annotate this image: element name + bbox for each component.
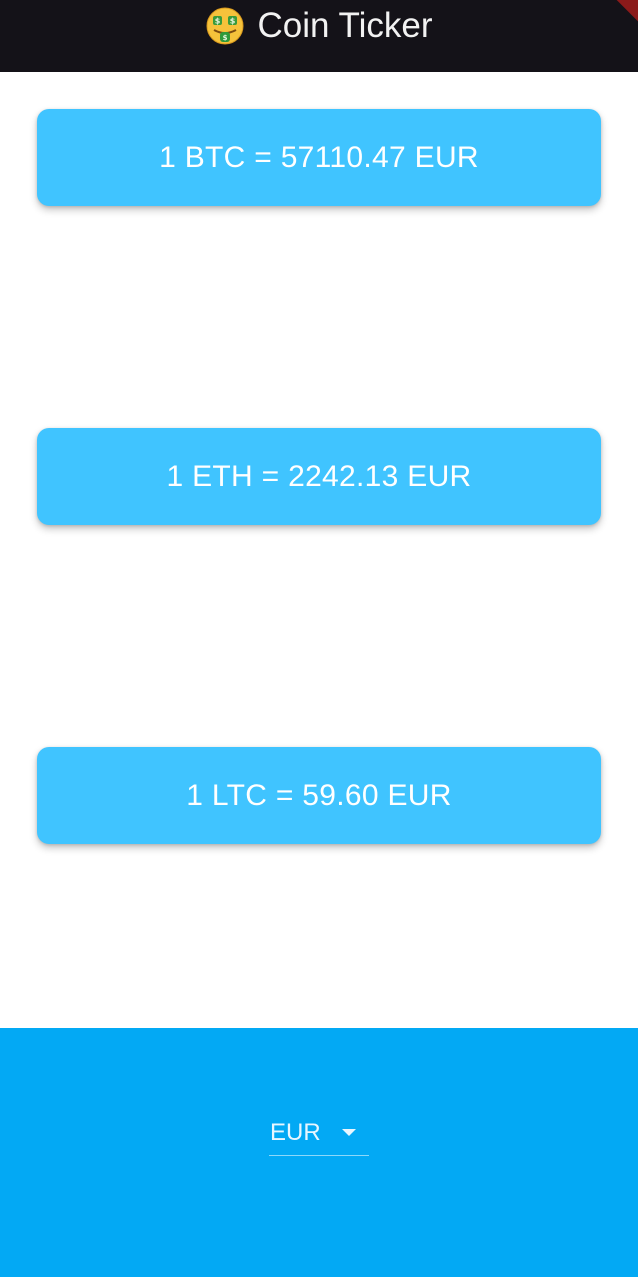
rates-list: 1 BTC = 57110.47 EUR 1 ETH = 2242.13 EUR… xyxy=(0,72,638,1028)
dropdown-arrow-icon[interactable] xyxy=(342,1129,356,1136)
btc-rate-card: 1 BTC = 57110.47 EUR xyxy=(37,109,601,206)
money-mouth-face-icon: $ $ $ xyxy=(205,6,245,46)
app-bar: $ $ $ Coin Ticker xyxy=(0,0,638,72)
eth-rate-text: 1 ETH = 2242.13 EUR xyxy=(166,459,472,493)
eth-rate-card: 1 ETH = 2242.13 EUR xyxy=(37,428,601,525)
svg-text:$: $ xyxy=(215,17,221,26)
bottom-edge xyxy=(0,1277,638,1280)
currency-selected-value: EUR xyxy=(270,1118,321,1146)
btc-rate-text: 1 BTC = 57110.47 EUR xyxy=(159,140,479,174)
currency-panel: EUR xyxy=(0,1028,638,1280)
svg-text:$: $ xyxy=(223,34,228,42)
currency-dropdown[interactable]: EUR xyxy=(269,1110,369,1156)
svg-text:$: $ xyxy=(230,17,236,26)
app-title-text: Coin Ticker xyxy=(257,6,433,45)
ltc-rate-text: 1 LTC = 59.60 EUR xyxy=(186,778,452,812)
ltc-rate-card: 1 LTC = 59.60 EUR xyxy=(37,747,601,844)
app-title: $ $ $ Coin Ticker xyxy=(0,6,638,46)
